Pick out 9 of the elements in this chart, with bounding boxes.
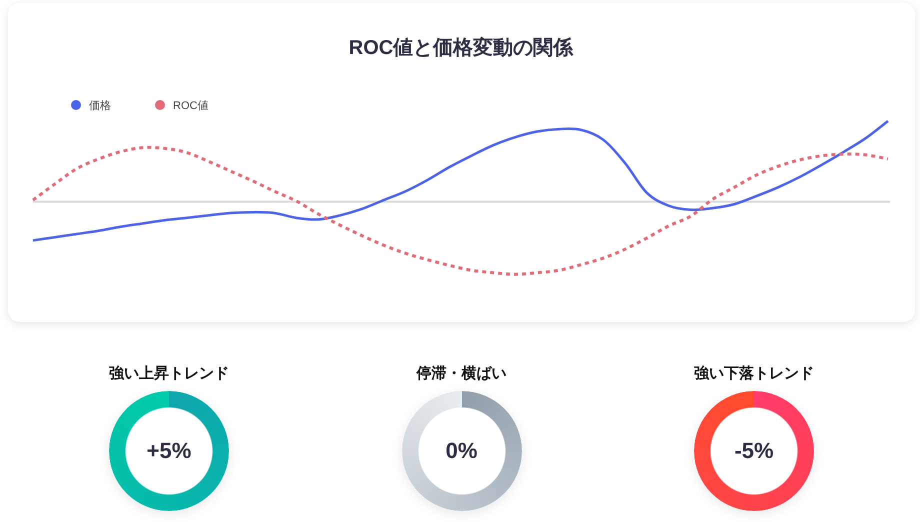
- legend-label: 価格: [89, 100, 111, 112]
- text: 停滞・横ばい: [416, 365, 506, 382]
- text: 強い下落トレンド: [694, 365, 814, 382]
- text: -5%: [734, 438, 774, 464]
- text: 0%: [446, 438, 478, 464]
- legend-label: ROC値: [173, 100, 208, 112]
- text: +5%: [146, 438, 192, 464]
- text: 強い上昇トレンド: [109, 365, 229, 382]
- chart-title: ROC値と価格変動の関係: [348, 36, 574, 59]
